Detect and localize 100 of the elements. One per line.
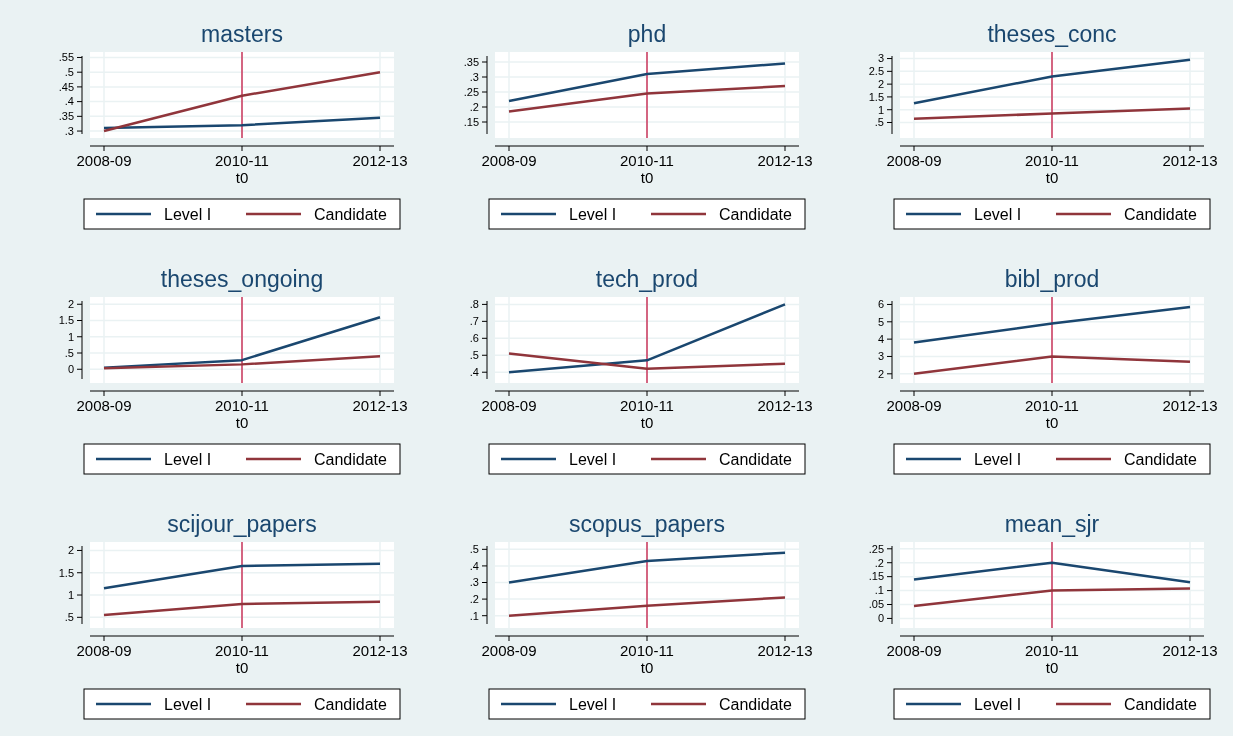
chart-title: tech_prod [595,266,699,292]
chart-title: scopus_papers [569,511,725,537]
chart-title: masters [201,21,283,47]
y-tick-label: 2 [67,544,74,557]
y-tick-label: 1 [877,103,884,116]
y-tick-label: 6 [877,298,884,311]
y-tick-label: 1.5 [58,314,74,327]
legend-label: Level I [164,695,212,713]
x-tick-label: 2008-09 [886,642,942,659]
y-tick-label: 1 [67,588,74,601]
legend-label: Candidate [719,450,793,468]
legend-label: Level I [569,695,617,713]
y-tick-label: .25 [463,85,479,98]
y-tick-label: .6 [469,332,479,345]
x-axis-title: t0 [1045,169,1059,186]
x-tick-label: 2008-09 [481,152,537,169]
x-tick-label: 2012-13 [757,397,813,414]
x-tick-label: 2012-13 [1162,152,1218,169]
x-tick-label: 2008-09 [886,397,942,414]
y-tick-label: .55 [58,51,74,64]
y-tick-label: .25 [868,542,884,555]
y-tick-label: .5 [64,611,74,624]
legend-label: Level I [974,450,1022,468]
x-tick-label: 2012-13 [1162,642,1218,659]
x-axis-title: t0 [640,169,654,186]
legend-label: Level I [974,205,1022,223]
x-tick-label: 2010-11 [1025,397,1079,414]
y-tick-label: 2 [877,367,884,380]
y-tick-label: 3 [877,350,884,363]
legend-label: Level I [569,205,617,223]
x-tick-label: 2012-13 [352,152,408,169]
x-tick-label: 2010-11 [620,642,674,659]
y-tick-label: .2 [874,556,884,569]
y-tick-label: .4 [64,95,74,108]
x-tick-label: 2010-11 [215,397,269,414]
y-tick-label: 1.5 [868,90,884,103]
x-tick-label: 2008-09 [76,397,132,414]
y-tick-label: .5 [469,543,479,556]
legend-label: Level I [164,450,212,468]
y-tick-label: 1 [67,330,74,343]
y-tick-label: .3 [64,124,74,137]
legend-label: Level I [164,205,212,223]
y-tick-label: .3 [469,70,479,83]
x-tick-label: 2008-09 [481,397,537,414]
x-axis-title: t0 [235,414,249,431]
y-tick-label: 1.5 [58,566,74,579]
x-tick-label: 2008-09 [481,642,537,659]
y-tick-label: 3 [877,52,884,65]
y-tick-label: 4 [877,332,884,345]
y-tick-label: 2.5 [868,65,884,78]
chart-title: theses_conc [987,21,1117,47]
x-tick-label: 2010-11 [1025,152,1079,169]
y-tick-label: .7 [469,315,479,328]
y-tick-label: 5 [877,315,884,328]
y-tick-label: .5 [64,66,74,79]
y-tick-label: .45 [58,80,74,93]
x-tick-label: 2010-11 [215,642,269,659]
y-tick-label: .1 [874,584,884,597]
y-tick-label: .4 [469,366,479,379]
y-tick-label: 2 [67,298,74,311]
x-tick-label: 2012-13 [757,152,813,169]
y-tick-label: .5 [64,346,74,359]
x-tick-label: 2010-11 [620,397,674,414]
legend-label: Candidate [314,450,388,468]
legend-label: Level I [974,695,1022,713]
x-axis-title: t0 [1045,414,1059,431]
y-tick-label: .5 [874,116,884,129]
y-tick-label: 0 [877,612,884,625]
y-tick-label: .5 [469,349,479,362]
legend-label: Level I [569,450,617,468]
x-tick-label: 2012-13 [352,397,408,414]
y-tick-label: .2 [469,100,479,113]
x-axis-title: t0 [235,169,249,186]
y-tick-label: .4 [469,559,479,572]
chart-title: mean_sjr [1004,511,1100,537]
y-tick-label: .05 [868,598,884,611]
chart-title: phd [627,21,667,47]
x-tick-label: 2012-13 [1162,397,1218,414]
y-tick-label: .35 [58,110,74,123]
chart-title: bibl_prod [1004,266,1100,292]
chart-title: theses_ongoing [160,266,324,292]
legend-label: Candidate [314,205,388,223]
y-tick-label: .1 [469,609,479,622]
x-tick-label: 2012-13 [757,642,813,659]
legend-label: Candidate [719,695,793,713]
x-axis-title: t0 [1045,659,1059,676]
x-tick-label: 2008-09 [76,642,132,659]
legend-label: Candidate [314,695,388,713]
chart-title: scijour_papers [167,511,317,537]
x-tick-label: 2008-09 [76,152,132,169]
y-tick-label: .8 [469,298,479,311]
legend-label: Candidate [719,205,793,223]
legend-label: Candidate [1124,205,1198,223]
y-tick-label: .15 [868,570,884,583]
x-axis-title: t0 [640,414,654,431]
legend-label: Candidate [1124,450,1198,468]
y-tick-label: .2 [469,592,479,605]
x-axis-title: t0 [640,659,654,676]
x-tick-label: 2012-13 [352,642,408,659]
x-tick-label: 2010-11 [215,152,269,169]
